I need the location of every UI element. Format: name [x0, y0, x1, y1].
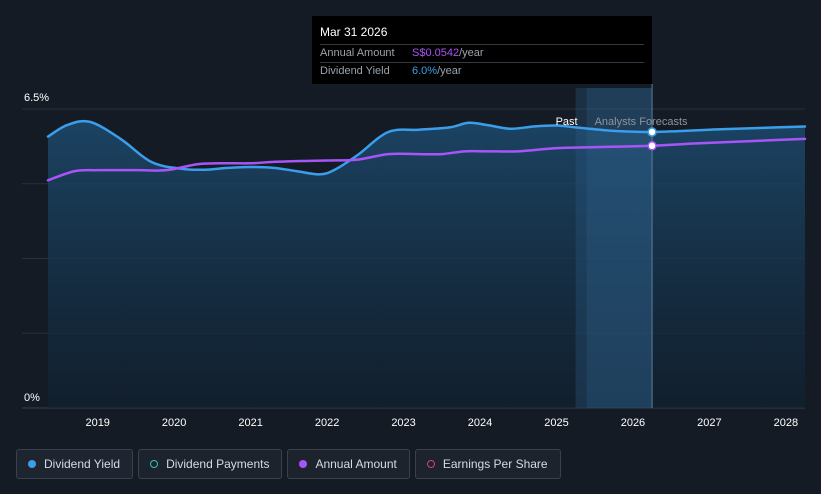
- x-tick-label: 2028: [774, 417, 798, 429]
- legend-annual-amount[interactable]: Annual Amount: [287, 449, 410, 479]
- x-tick-label: 2024: [468, 417, 492, 429]
- dividend-yield-area: [48, 121, 805, 408]
- series-areas: [48, 121, 805, 408]
- dividend-chart: 6.5% 0% 2019 2020 2021 2022 2023 2024 2025 2026 20…: [22, 84, 807, 429]
- x-tick-label: 2026: [621, 417, 645, 429]
- x-tick-label: 2022: [315, 417, 339, 429]
- legend-earnings-per-share[interactable]: Earnings Per Share: [414, 449, 561, 479]
- legend-label: Dividend Yield: [44, 457, 121, 471]
- legend-label: Dividend Payments: [166, 457, 270, 471]
- tooltip-amount-row: Annual Amount S$0.0542/year: [320, 44, 644, 62]
- x-tick-label: 2025: [544, 417, 568, 429]
- tooltip-yield-unit: /year: [437, 65, 462, 77]
- tooltip-amount-value-wrap: S$0.0542/year: [412, 47, 484, 59]
- tooltip-amount-value: S$0.0542: [412, 47, 460, 59]
- forecast-band: [575, 88, 653, 408]
- tooltip-date: Mar 31 2026: [320, 25, 388, 39]
- x-tick-label: 2021: [238, 417, 262, 429]
- tooltip-yield-label: Dividend Yield: [320, 65, 390, 77]
- filled-dot-icon: [28, 460, 36, 468]
- series-lines: [46, 119, 807, 182]
- x-tick-label: 2020: [162, 417, 186, 429]
- forecast-label: Analysts Forecasts: [595, 116, 688, 128]
- filled-dot-icon: [299, 460, 308, 468]
- legend-dividend-payments[interactable]: Dividend Payments: [138, 449, 283, 479]
- outline-dot-icon: [150, 460, 159, 468]
- y-tick-label: 6.5%: [24, 92, 49, 104]
- axis-labels: 6.5% 0% 2019 2020 2021 2022 2023 2024 2025 2026 20…: [24, 92, 798, 429]
- legend-label: Earnings Per Share: [442, 457, 548, 471]
- annual-amount-line: [46, 137, 807, 182]
- y-tick-label: 0%: [24, 392, 40, 404]
- outline-dot-icon: [426, 460, 435, 468]
- chart-tooltip: Mar 31 2026 Annual Amount S$0.0542/year …: [312, 16, 652, 84]
- annual-amount-marker: [647, 141, 657, 151]
- legend-label: Annual Amount: [315, 457, 397, 471]
- dividend-yield-marker: [647, 127, 657, 137]
- tooltip-yield-value-wrap: 6.0%/year: [412, 65, 462, 77]
- x-tick-label: 2027: [697, 417, 721, 429]
- past-label: Past: [556, 116, 578, 128]
- tooltip-amount-unit: /year: [459, 47, 484, 59]
- tooltip-yield-row: Dividend Yield 6.0%/year: [320, 62, 644, 80]
- forecast-bands: [575, 84, 653, 408]
- x-tick-label: 2019: [85, 417, 109, 429]
- tooltip-amount-label: Annual Amount: [320, 47, 395, 59]
- highlight-markers: [647, 127, 657, 151]
- legend-dividend-yield[interactable]: Dividend Yield: [16, 449, 134, 479]
- forecast-band-inner: [586, 88, 653, 408]
- x-tick-label: 2023: [391, 417, 415, 429]
- tooltip-yield-value: 6.0%: [412, 65, 438, 77]
- chart-legend: Dividend Yield Dividend Payments Annual …: [16, 449, 566, 479]
